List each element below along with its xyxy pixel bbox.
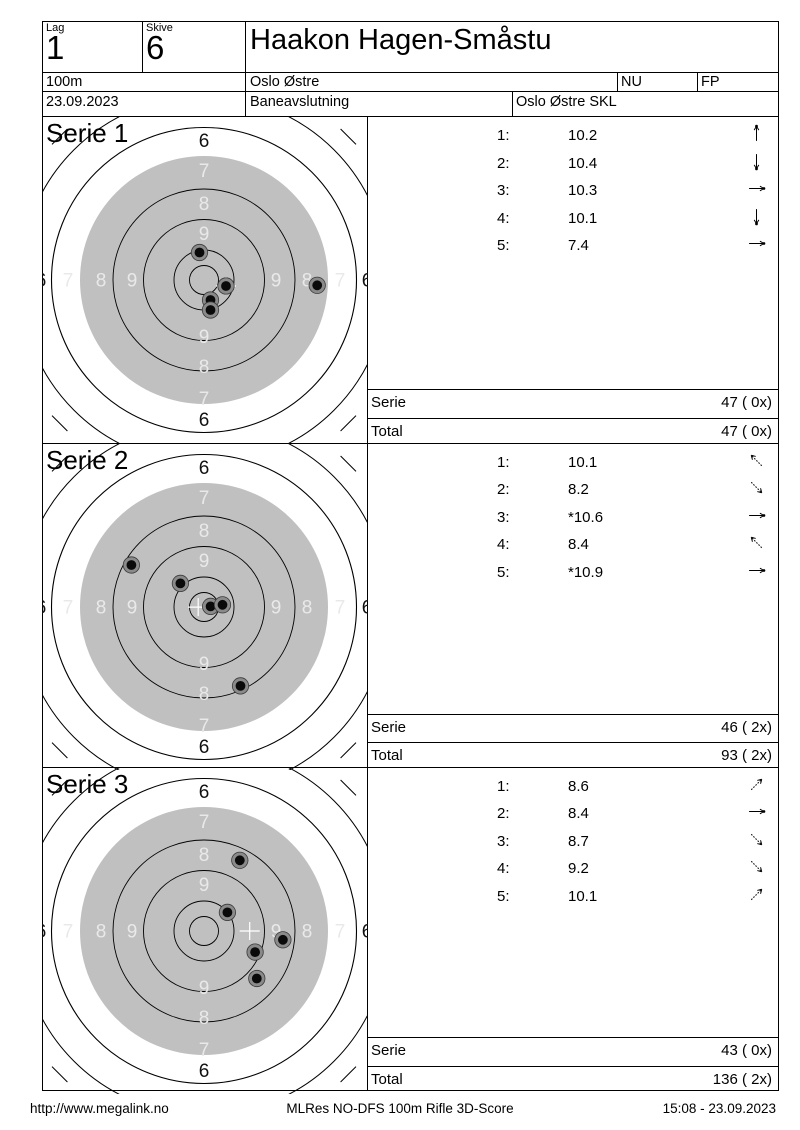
svg-text:7: 7 — [63, 597, 74, 618]
svg-text:8: 8 — [199, 1008, 210, 1029]
svg-text:8: 8 — [302, 597, 313, 618]
svg-text:8: 8 — [199, 845, 210, 866]
svg-text:6: 6 — [42, 921, 46, 942]
svg-text:7: 7 — [199, 488, 210, 509]
svg-text:6: 6 — [199, 782, 210, 803]
svg-text:9: 9 — [199, 653, 210, 674]
svg-text:6: 6 — [362, 271, 368, 292]
svg-text:8: 8 — [96, 271, 107, 292]
svg-text:7: 7 — [199, 715, 210, 736]
svg-text:7: 7 — [63, 271, 74, 292]
svg-text:9: 9 — [199, 224, 210, 245]
svg-text:8: 8 — [199, 357, 210, 378]
svg-text:7: 7 — [199, 1040, 210, 1061]
svg-text:6: 6 — [199, 1061, 210, 1082]
svg-text:7: 7 — [199, 161, 210, 182]
svg-text:6: 6 — [42, 271, 46, 292]
svg-text:8: 8 — [199, 683, 210, 704]
svg-text:9: 9 — [127, 921, 138, 942]
svg-text:9: 9 — [271, 597, 282, 618]
svg-text:6: 6 — [362, 597, 368, 618]
svg-text:9: 9 — [199, 551, 210, 572]
svg-text:9: 9 — [127, 271, 138, 292]
svg-text:7: 7 — [199, 812, 210, 833]
svg-text:9: 9 — [199, 875, 210, 896]
svg-text:7: 7 — [335, 597, 346, 618]
svg-text:9: 9 — [199, 978, 210, 999]
svg-text:8: 8 — [96, 921, 107, 942]
svg-text:8: 8 — [199, 194, 210, 215]
svg-text:8: 8 — [96, 597, 107, 618]
svg-text:7: 7 — [335, 271, 346, 292]
svg-text:7: 7 — [335, 921, 346, 942]
svg-text:9: 9 — [199, 327, 210, 348]
svg-text:6: 6 — [199, 736, 210, 757]
svg-text:6: 6 — [199, 410, 210, 431]
svg-text:7: 7 — [199, 389, 210, 410]
svg-text:6: 6 — [42, 597, 46, 618]
svg-text:9: 9 — [127, 597, 138, 618]
svg-text:6: 6 — [199, 458, 210, 479]
svg-text:6: 6 — [362, 921, 368, 942]
svg-text:8: 8 — [302, 921, 313, 942]
svg-text:9: 9 — [271, 271, 282, 292]
svg-text:6: 6 — [199, 131, 210, 152]
svg-text:7: 7 — [63, 921, 74, 942]
svg-text:8: 8 — [199, 521, 210, 542]
